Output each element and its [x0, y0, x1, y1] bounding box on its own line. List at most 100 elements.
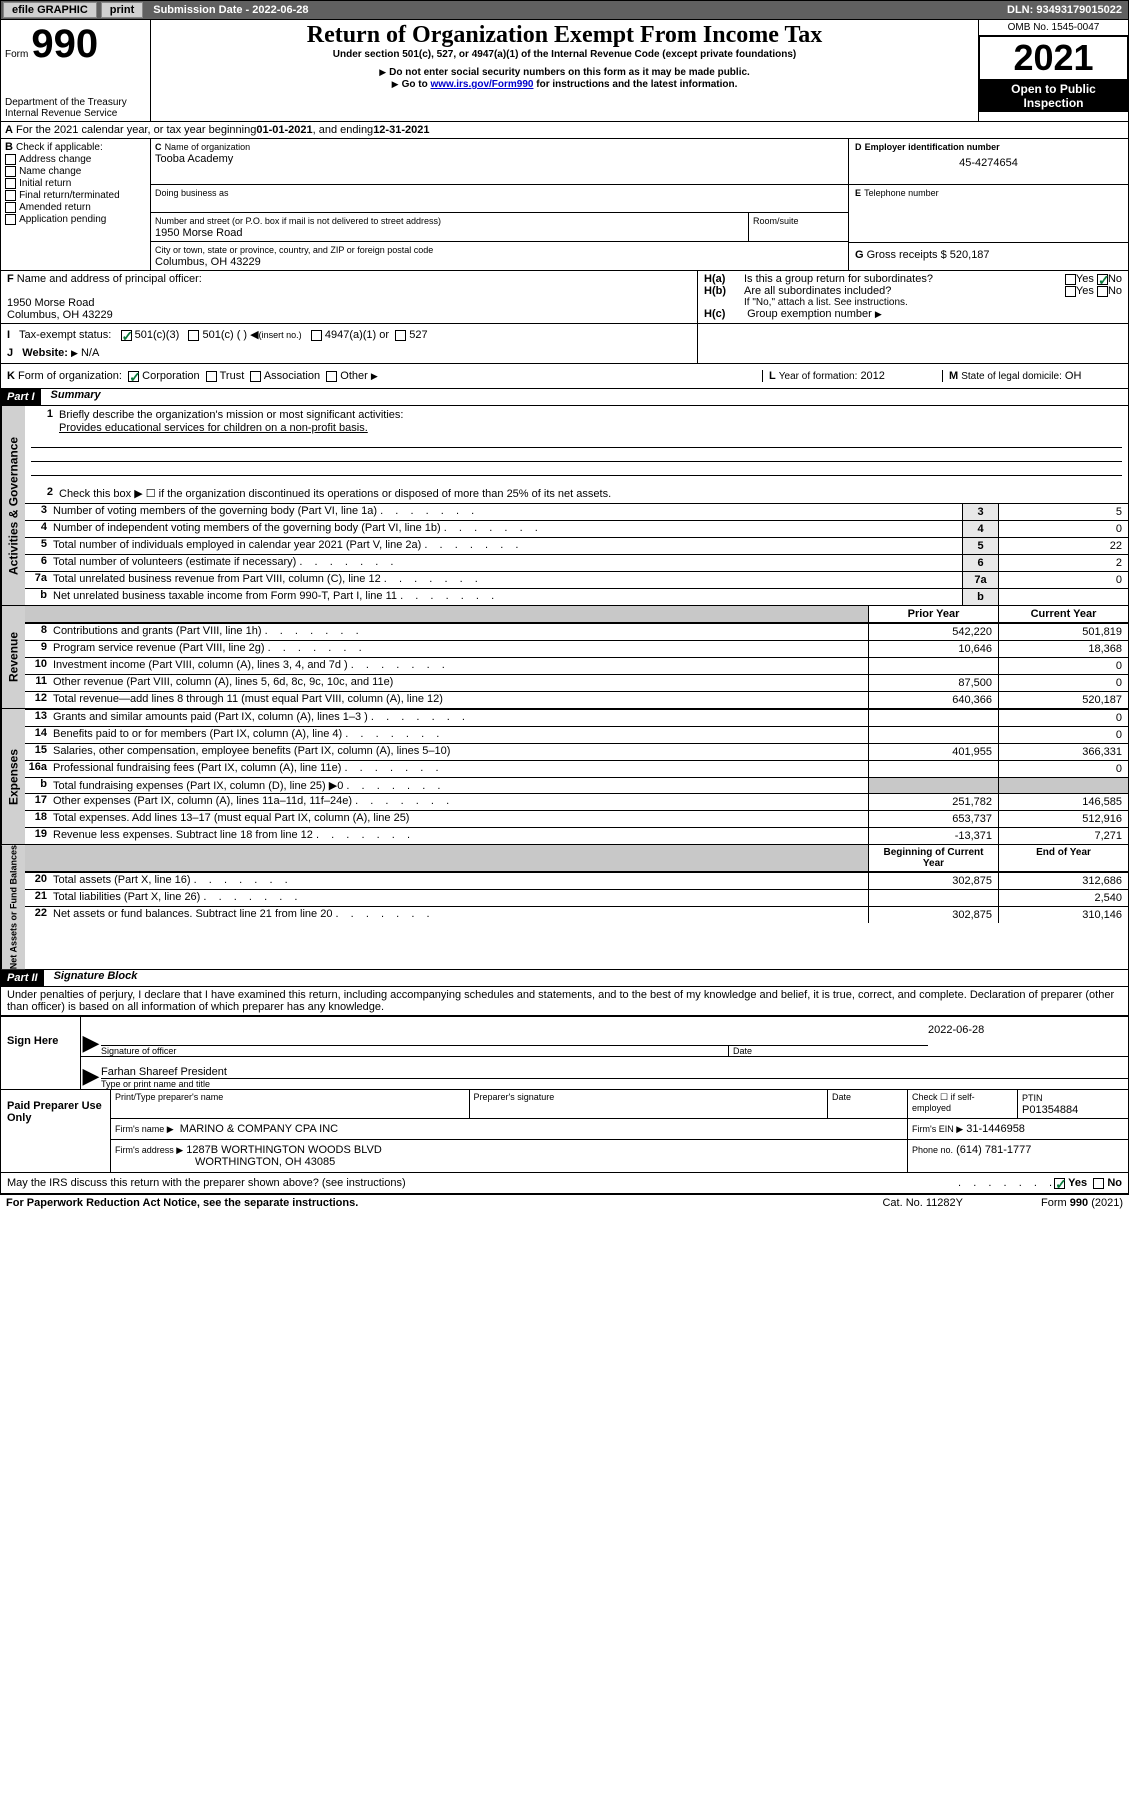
- activities-governance-block: Activities & Governance 1Briefly describ…: [0, 406, 1129, 606]
- sign-date: 2022-06-28: [928, 1024, 1128, 1036]
- form-header: Form 990 Department of the Treasury Inte…: [0, 20, 1129, 122]
- opt-501c3[interactable]: [121, 330, 132, 341]
- hb-text: Are all subordinates included?: [744, 285, 1065, 297]
- print-button[interactable]: print: [101, 2, 143, 18]
- firm-ein: 31-1446958: [966, 1123, 1025, 1135]
- website-label: Website:: [22, 347, 68, 359]
- opt-corp[interactable]: [128, 371, 139, 382]
- opt-other[interactable]: [326, 371, 337, 382]
- firm-name: MARINO & COMPANY CPA INC: [180, 1123, 338, 1135]
- opt-527[interactable]: [395, 330, 406, 341]
- summary-row: 17Other expenses (Part IX, column (A), l…: [25, 793, 1128, 810]
- summary-row: 18Total expenses. Add lines 13–17 (must …: [25, 810, 1128, 827]
- officer-name: Farhan Shareef President: [101, 1066, 1128, 1079]
- paid-preparer-block: Paid Preparer Use Only Print/Type prepar…: [0, 1090, 1129, 1173]
- firm-addr1: 1287B WORTHINGTON WOODS BLVD: [186, 1144, 382, 1156]
- summary-row: 9Program service revenue (Part VIII, lin…: [25, 640, 1128, 657]
- label-d: D: [855, 142, 862, 152]
- opt-app-pending[interactable]: Application pending: [5, 213, 146, 225]
- col-current: Current Year: [998, 606, 1128, 622]
- irs-discuss-q: May the IRS discuss this return with the…: [7, 1177, 958, 1189]
- summary-row: 11Other revenue (Part VIII, column (A), …: [25, 674, 1128, 691]
- sign-arrow2-icon: ▶: [81, 1063, 101, 1089]
- label-k: K: [7, 370, 15, 382]
- mission-text: Provides educational services for childr…: [31, 422, 1122, 434]
- part1-header-row: Part I Summary: [0, 389, 1129, 406]
- tax-year-end: 12-31-2021: [373, 124, 429, 136]
- sig-officer-label: Signature of officer: [101, 1045, 728, 1056]
- col-end: End of Year: [998, 845, 1128, 871]
- efile-button[interactable]: efile GRAPHIC: [3, 2, 97, 18]
- tab-revenue: Revenue: [1, 606, 25, 708]
- form-number: 990: [31, 22, 98, 66]
- top-bar: efile GRAPHIC print Submission Date - 20…: [0, 0, 1129, 20]
- summary-row: 4Number of independent voting members of…: [25, 520, 1128, 537]
- ptin-value: P01354884: [1022, 1104, 1078, 1116]
- cat-no: Cat. No. 11282Y: [882, 1197, 963, 1209]
- tax-year-text-pre: For the 2021 calendar year, or tax year …: [16, 124, 256, 136]
- opt-name-change[interactable]: Name change: [5, 165, 146, 177]
- summary-row: 14Benefits paid to or for members (Part …: [25, 726, 1128, 743]
- ha-no[interactable]: No: [1097, 273, 1122, 285]
- prep-date-label: Date: [828, 1090, 908, 1118]
- opt-initial-return[interactable]: Initial return: [5, 177, 146, 189]
- addr-label: Number and street (or P.O. box if mail i…: [155, 216, 441, 226]
- city-label: City or town, state or province, country…: [155, 245, 433, 255]
- opt-501c[interactable]: [188, 330, 199, 341]
- form-org-block: K Form of organization: Corporation Trus…: [0, 364, 1129, 389]
- ha-text: Is this a group return for subordinates?: [744, 273, 1065, 285]
- revenue-block: Revenue Prior Year Current Year 8Contrib…: [0, 606, 1129, 709]
- summary-row: 21Total liabilities (Part X, line 26) 2,…: [25, 889, 1128, 906]
- discuss-yes[interactable]: Yes: [1054, 1177, 1087, 1189]
- org-city: Columbus, OH 43229: [155, 256, 261, 268]
- prep-check-label: Check ☐ if self-employed: [908, 1090, 1018, 1118]
- website-value: N/A: [81, 347, 99, 359]
- summary-row: bNet unrelated business taxable income f…: [25, 588, 1128, 605]
- label-a: A: [5, 124, 13, 136]
- hb-yes[interactable]: Yes: [1065, 285, 1094, 297]
- irs-discuss-row: May the IRS discuss this return with the…: [0, 1173, 1129, 1195]
- tab-netassets: Net Assets or Fund Balances: [1, 845, 25, 969]
- firm-addr2: WORTHINGTON, OH 43085: [115, 1156, 335, 1168]
- summary-row: 6Total number of volunteers (estimate if…: [25, 554, 1128, 571]
- opt-address-change[interactable]: Address change: [5, 153, 146, 165]
- form-ref: Form 990 (2021): [963, 1197, 1123, 1209]
- label-m: M: [949, 370, 958, 382]
- label-c: C: [155, 142, 162, 152]
- gross-receipts-label: Gross receipts $: [867, 249, 947, 261]
- tab-expenses: Expenses: [1, 709, 25, 844]
- summary-row: 5Total number of individuals employed in…: [25, 537, 1128, 554]
- opt-trust[interactable]: [206, 371, 217, 382]
- hb-note: If "No," attach a list. See instructions…: [704, 297, 1122, 308]
- label-e: E: [855, 188, 861, 198]
- ein-value: 45-4274654: [855, 153, 1122, 169]
- label-f: F: [7, 273, 14, 285]
- instructions-link[interactable]: www.irs.gov/Form990: [430, 79, 533, 90]
- opt-amended[interactable]: Amended return: [5, 201, 146, 213]
- label-b: B: [5, 141, 13, 153]
- ha-yes[interactable]: Yes: [1065, 273, 1094, 285]
- prep-sig-label: Preparer's signature: [470, 1090, 829, 1118]
- domicile: OH: [1065, 370, 1082, 382]
- part2-header: Part II: [1, 970, 44, 986]
- discuss-no[interactable]: No: [1093, 1177, 1122, 1189]
- part2-title: Signature Block: [44, 970, 138, 986]
- label-l: L: [769, 370, 776, 382]
- domicile-label: State of legal domicile:: [961, 371, 1062, 382]
- tax-year-mid: , and ending: [313, 124, 374, 136]
- submission-date: Submission Date - 2022-06-28: [145, 4, 316, 16]
- summary-row: 7aTotal unrelated business revenue from …: [25, 571, 1128, 588]
- summary-row: 12Total revenue—add lines 8 through 11 (…: [25, 691, 1128, 708]
- footer-row: For Paperwork Reduction Act Notice, see …: [0, 1195, 1129, 1211]
- form-org-label: Form of organization:: [18, 370, 122, 382]
- year-formation: 2012: [860, 370, 884, 382]
- officer-group-block: F Name and address of principal officer:…: [0, 271, 1129, 324]
- opt-assoc[interactable]: [250, 371, 261, 382]
- net-assets-block: Net Assets or Fund Balances Beginning of…: [0, 845, 1129, 970]
- opt-4947[interactable]: [311, 330, 322, 341]
- summary-row: 3Number of voting members of the governi…: [25, 503, 1128, 520]
- firm-phone: (614) 781-1777: [956, 1144, 1031, 1156]
- opt-final-return[interactable]: Final return/terminated: [5, 189, 146, 201]
- pra-notice: For Paperwork Reduction Act Notice, see …: [6, 1197, 882, 1209]
- tax-year: 2021: [979, 36, 1128, 80]
